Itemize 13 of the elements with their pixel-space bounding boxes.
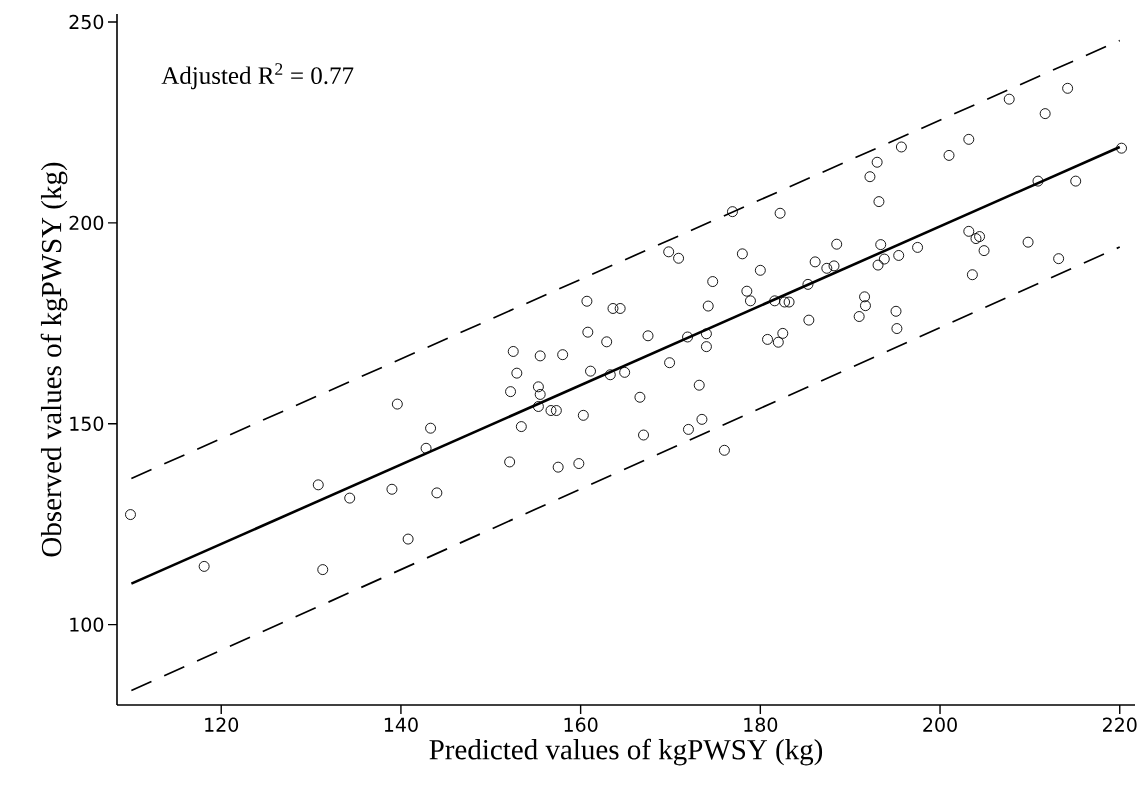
y-tick-label: 150 (70, 416, 104, 431)
x-axis-title: Predicted values of kgPWSY (kg) (429, 738, 823, 766)
y-axis-title: Observed values of kgPWSY (kg) (40, 162, 68, 557)
y-tick-label: 200 (69, 215, 104, 231)
y-tick-label: 250 (69, 14, 104, 30)
x-tick-label: 140 (384, 717, 418, 732)
annotation: Adjusted R$^{2}$ = 0.77 (161, 63, 354, 90)
x-tick-label: 180 (744, 717, 778, 732)
x-tick-label: 200 (923, 717, 957, 732)
y-tick-label: 100 (70, 617, 104, 632)
x-tick-label: 220 (1103, 717, 1137, 732)
x-tick-label: 120 (205, 717, 239, 732)
x-tick-label: 160 (564, 717, 598, 732)
